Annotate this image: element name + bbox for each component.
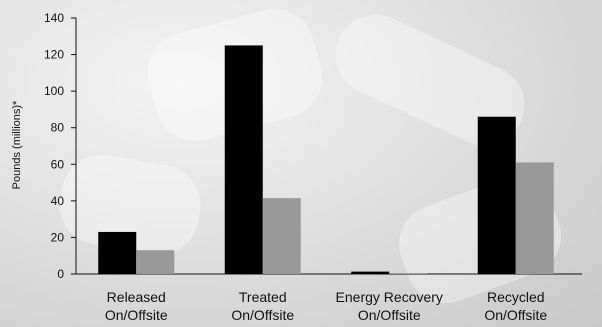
x-tick-label-line: On/Offsite [484, 307, 547, 323]
y-tick-label: 80 [51, 121, 65, 135]
y-axis-title: Pounds (millions)* [11, 100, 23, 189]
x-tick-label-line: Energy Recovery [336, 289, 443, 305]
x-tick-label-line: On/Offsite [358, 307, 421, 323]
x-tick-label-line: On/Offsite [105, 307, 168, 323]
x-tick-label: Energy Recovery On/Offsite [336, 289, 443, 323]
bar [351, 271, 390, 274]
y-tick-label: 60 [51, 157, 65, 171]
y-ticks: 0 20 40 60 80 100 120 140 [44, 11, 76, 281]
x-tick-label: Released On/Offsite [105, 289, 168, 323]
bar [515, 162, 554, 274]
x-tick-label-line: Treated [239, 289, 287, 305]
x-tick-label-line: On/Offsite [231, 307, 294, 323]
x-tick-label: Recycled On/Offsite [484, 289, 547, 323]
bar [224, 45, 263, 274]
bar [477, 116, 516, 274]
x-tick-label-line: Recycled [487, 289, 545, 305]
x-tick-label-line: Released [107, 289, 166, 305]
bar [262, 198, 301, 274]
y-tick-label: 20 [51, 230, 65, 244]
bars [98, 45, 554, 274]
y-tick-label: 140 [44, 11, 64, 25]
y-tick-label: 100 [44, 84, 64, 98]
y-axis-label: Pounds (millions)* [11, 100, 23, 189]
bar [136, 250, 175, 274]
bar [98, 231, 137, 274]
y-tick-label: 0 [57, 267, 64, 281]
y-tick-label: 120 [44, 48, 64, 62]
x-tick-label: Treated On/Offsite [231, 289, 294, 323]
y-tick-label: 40 [51, 194, 65, 208]
bar [389, 273, 428, 274]
